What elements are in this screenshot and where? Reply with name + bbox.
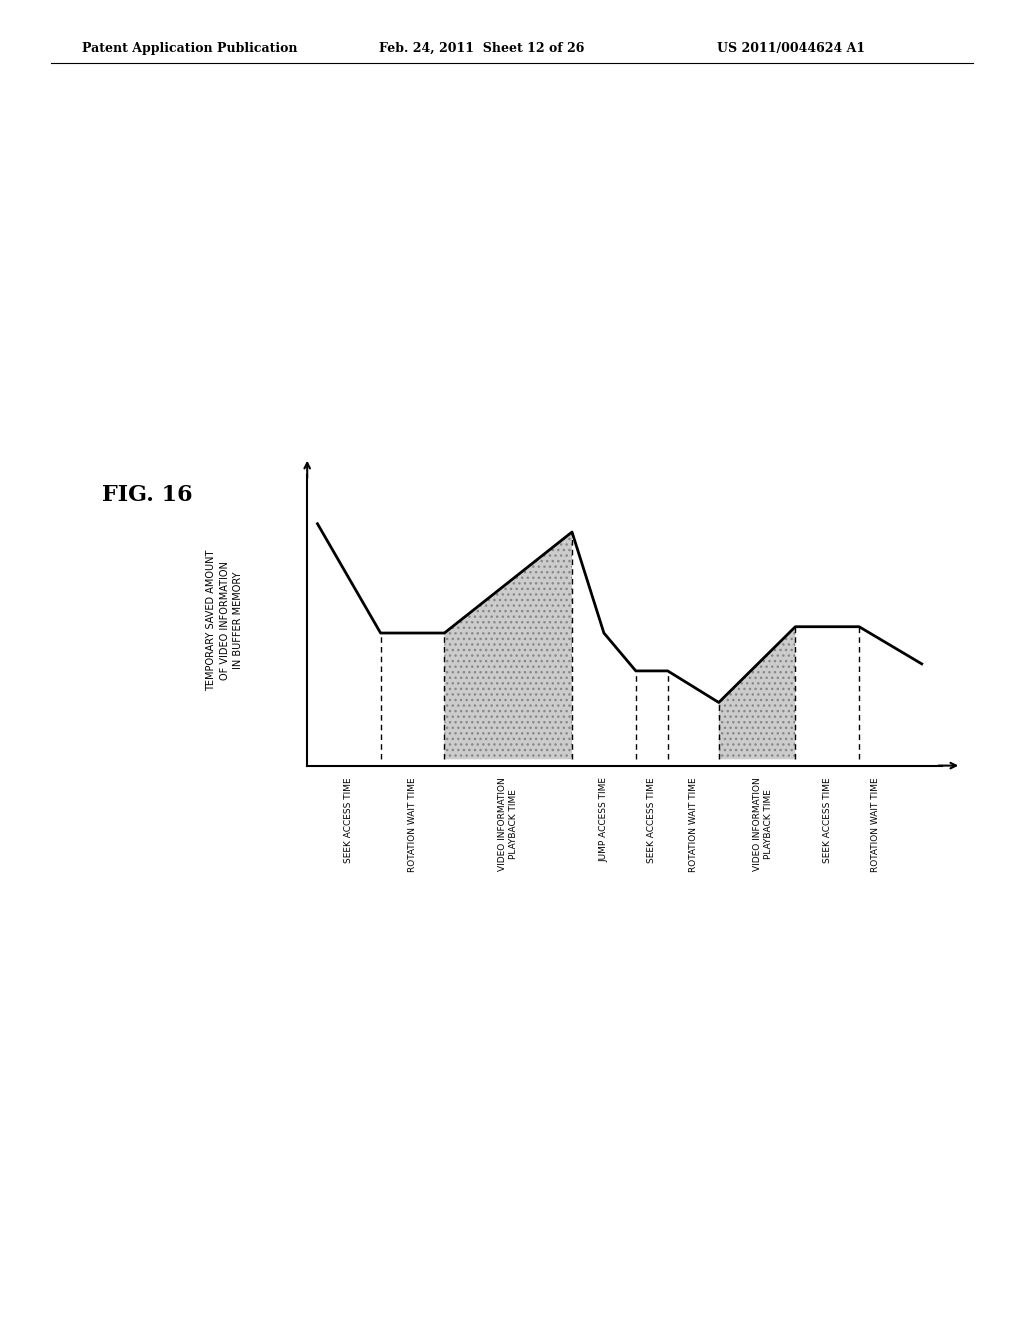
Text: SEEK ACCESS TIME: SEEK ACCESS TIME <box>344 777 353 863</box>
Text: ROTATION WAIT TIME: ROTATION WAIT TIME <box>870 777 880 871</box>
Text: VIDEO INFORMATION
PLAYBACK TIME: VIDEO INFORMATION PLAYBACK TIME <box>498 777 518 871</box>
Text: ROTATION WAIT TIME: ROTATION WAIT TIME <box>689 777 697 871</box>
Text: SEEK ACCESS TIME: SEEK ACCESS TIME <box>822 777 831 863</box>
Text: FIG. 16: FIG. 16 <box>102 484 194 506</box>
Text: JUMP ACCESS TIME: JUMP ACCESS TIME <box>599 777 608 862</box>
Text: SEEK ACCESS TIME: SEEK ACCESS TIME <box>647 777 656 863</box>
Text: ROTATION WAIT TIME: ROTATION WAIT TIME <box>408 777 417 871</box>
Text: Patent Application Publication: Patent Application Publication <box>82 42 297 55</box>
Text: US 2011/0044624 A1: US 2011/0044624 A1 <box>717 42 865 55</box>
Text: TEMPORARY SAVED AMOUNT
OF VIDEO INFORMATION
IN BUFFER MEMORY: TEMPORARY SAVED AMOUNT OF VIDEO INFORMAT… <box>207 549 243 692</box>
Text: Feb. 24, 2011  Sheet 12 of 26: Feb. 24, 2011 Sheet 12 of 26 <box>379 42 585 55</box>
Text: VIDEO INFORMATION
PLAYBACK TIME: VIDEO INFORMATION PLAYBACK TIME <box>754 777 773 871</box>
